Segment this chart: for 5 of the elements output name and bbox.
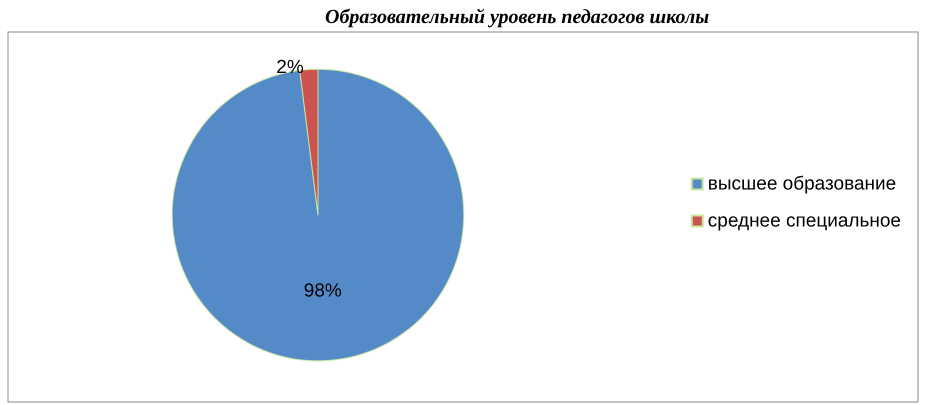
chart-title: Образовательный уровень педагогов школы [325, 6, 710, 28]
legend-label: среднее специальное [708, 210, 902, 232]
data-label: 98% [304, 280, 342, 302]
legend-label: высшее образование [708, 174, 896, 194]
data-label: 2% [276, 56, 304, 78]
